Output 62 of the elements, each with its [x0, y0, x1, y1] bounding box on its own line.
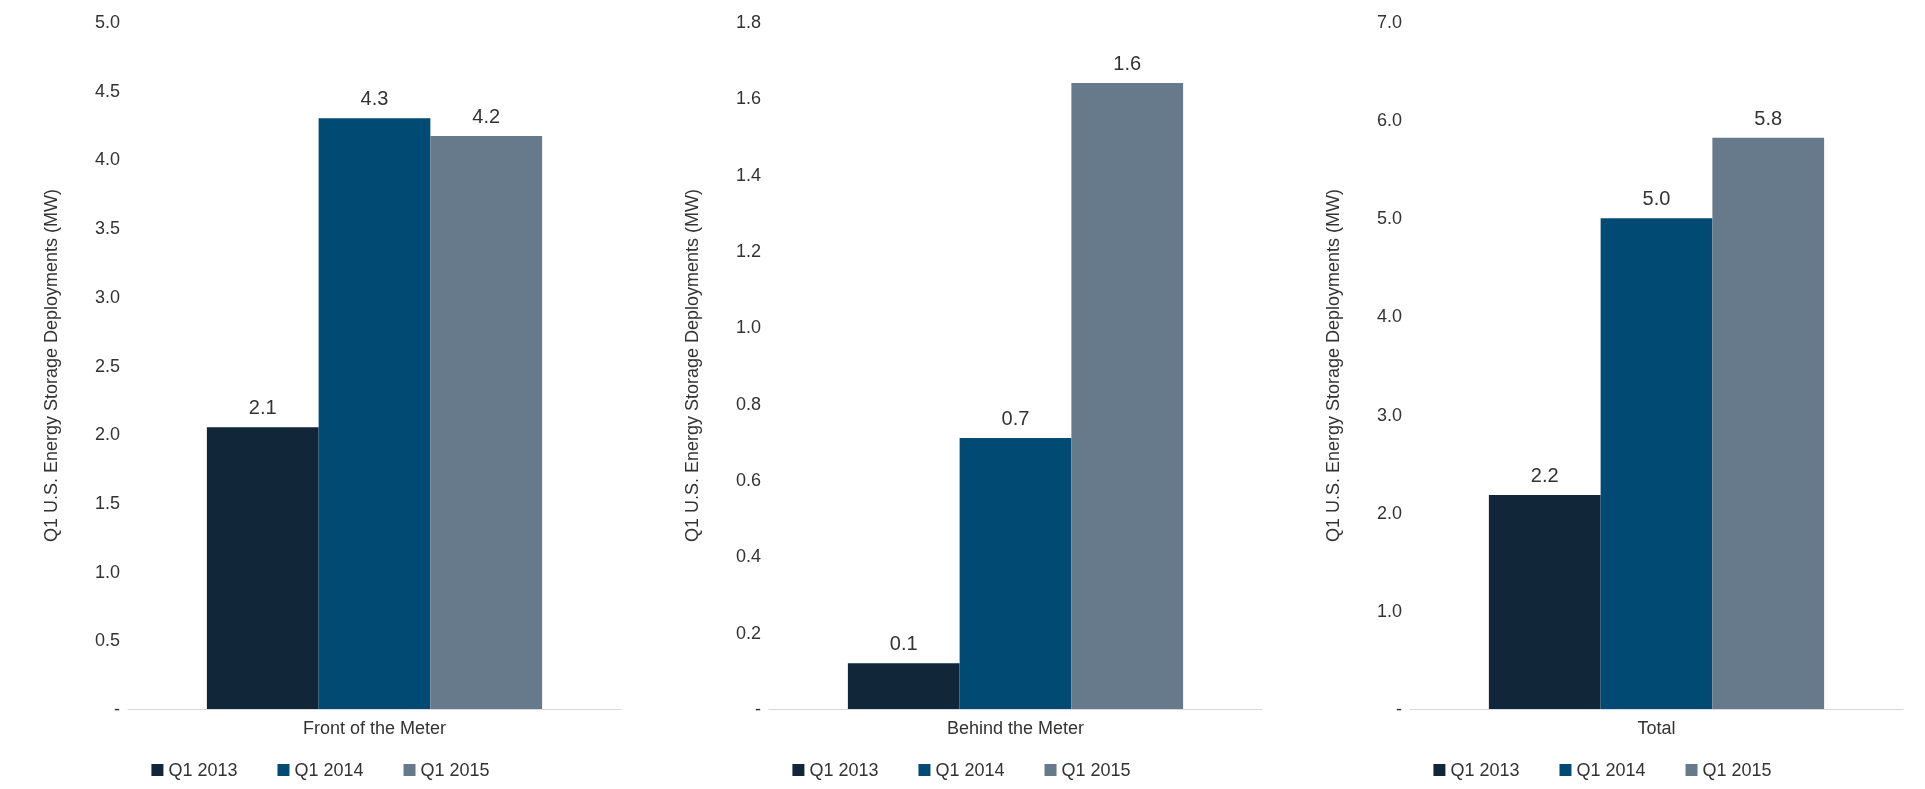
y-tick-label: 2.0 — [1376, 502, 1402, 523]
y-tick-label: 0.5 — [94, 630, 120, 651]
y-tick-label: 1.2 — [735, 241, 761, 261]
y-tick-label: 1.0 — [1376, 600, 1402, 621]
legend-label: Q1 2014 — [1576, 760, 1646, 780]
data-label: 5.0 — [1642, 187, 1671, 210]
bar — [206, 427, 319, 709]
y-tick-label: 0.4 — [735, 546, 761, 567]
bar — [1600, 218, 1713, 709]
data-label: 2.1 — [248, 396, 277, 419]
y-tick-label: 0.8 — [735, 393, 761, 414]
bar — [430, 136, 543, 709]
y-tick-label: 7.0 — [1376, 12, 1402, 32]
y-axis-title: Q1 U.S. Energy Storage Deployments (MW) — [41, 188, 61, 543]
y-tick-label: 4.0 — [1376, 306, 1402, 327]
y-tick-label: 4.0 — [94, 149, 120, 170]
x-tick-label: Front of the Meter — [302, 718, 447, 738]
bar — [1712, 137, 1825, 709]
y-tick-label: 3.0 — [1376, 404, 1402, 425]
y-tick-label: 1.0 — [735, 317, 761, 338]
legend-label: Q1 2015 — [1061, 760, 1131, 780]
data-label: 5.8 — [1754, 106, 1783, 129]
y-tick-label: 0.6 — [735, 470, 761, 490]
bar — [847, 663, 960, 709]
y-tick-label: 0.2 — [735, 622, 761, 643]
y-tick-label: 2.5 — [94, 355, 120, 376]
bar — [959, 438, 1072, 709]
y-tick-label: 5.0 — [1376, 208, 1402, 229]
y-tick-label: 1.4 — [735, 164, 761, 185]
y-tick-label: 2.0 — [94, 424, 120, 445]
legend-label: Q1 2013 — [1450, 760, 1520, 780]
data-label: 0.7 — [1001, 407, 1030, 430]
legend-label: Q1 2013 — [809, 760, 879, 780]
data-label: 0.1 — [889, 632, 918, 655]
x-tick-label: Total — [1637, 718, 1676, 738]
y-axis-title: Q1 U.S. Energy Storage Deployments (MW) — [682, 188, 702, 543]
legend-label: Q1 2014 — [294, 760, 364, 780]
y-tick-label: - — [1396, 699, 1402, 719]
data-label: 2.2 — [1530, 464, 1559, 487]
bar — [1488, 495, 1601, 709]
y-tick-label: 6.0 — [1376, 110, 1402, 131]
legend-label: Q1 2013 — [168, 760, 238, 780]
y-tick-label: - — [114, 699, 120, 719]
legend-label: Q1 2015 — [1702, 760, 1772, 780]
y-tick-label: 1.8 — [735, 12, 761, 32]
y-tick-label: 1.0 — [94, 561, 120, 582]
y-tick-label: 3.5 — [94, 218, 120, 239]
bar — [1071, 83, 1184, 709]
y-tick-label: 3.0 — [94, 286, 120, 307]
data-label: 1.6 — [1113, 52, 1142, 75]
y-tick-label: 1.6 — [735, 88, 761, 109]
legend-label: Q1 2015 — [420, 760, 490, 780]
y-tick-label: 5.0 — [94, 12, 120, 32]
data-label: 4.2 — [472, 105, 501, 128]
y-axis-title: Q1 U.S. Energy Storage Deployments (MW) — [1323, 188, 1343, 543]
legend-label: Q1 2014 — [935, 760, 1005, 780]
bar — [318, 118, 431, 709]
x-tick-label: Behind the Meter — [946, 718, 1085, 738]
y-tick-label: 1.5 — [94, 492, 120, 513]
data-label: 4.3 — [360, 87, 389, 110]
y-tick-label: 4.5 — [94, 80, 120, 101]
y-tick-label: - — [755, 699, 761, 719]
